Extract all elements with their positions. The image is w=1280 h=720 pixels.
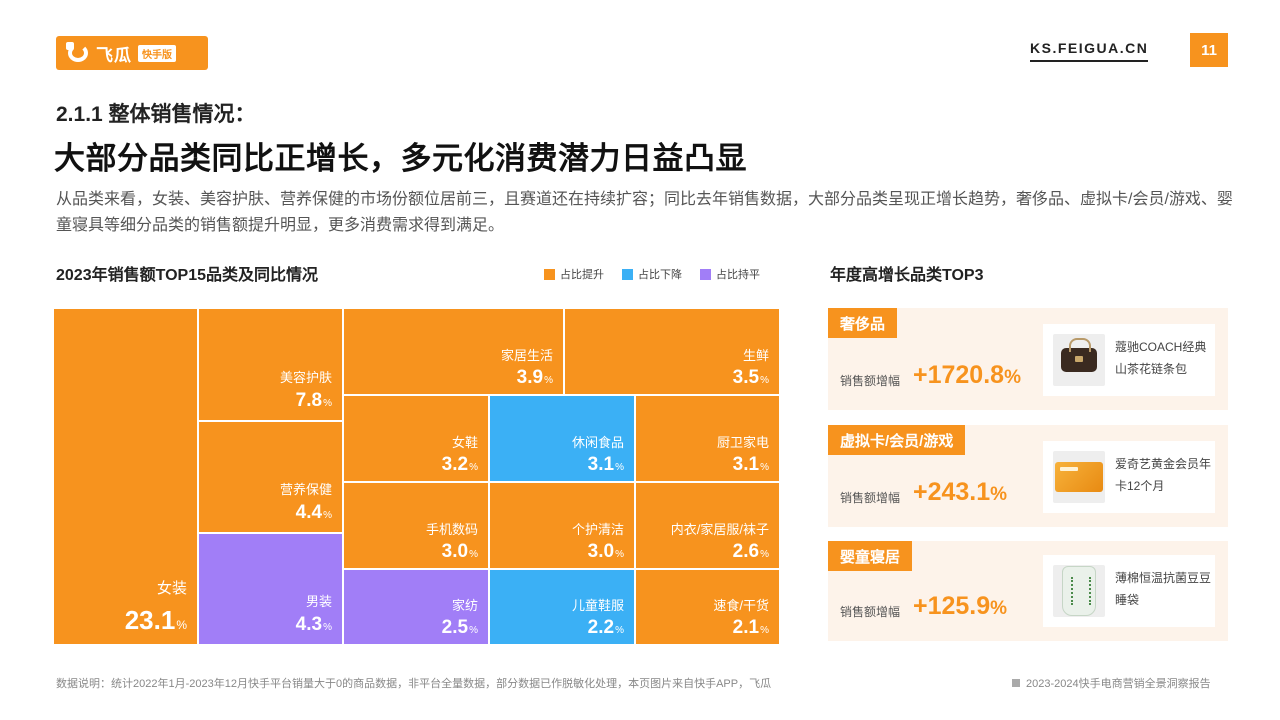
treemap-cell: 美容护肤 7.8% bbox=[198, 308, 343, 421]
membership-card-icon bbox=[1053, 451, 1105, 503]
logo-text: 飞瓜 bbox=[96, 45, 132, 65]
product-name: 薄棉恒温抗菌豆豆睡袋 bbox=[1115, 571, 1212, 607]
legend-label-flat: 占比持平 bbox=[716, 269, 760, 281]
legend-swatch-flat bbox=[700, 268, 711, 280]
report-name: 2023-2024快手电商营销全景洞察报告 bbox=[1012, 675, 1211, 691]
treemap-chart: 女装 23.1% 美容护肤 7.8% 营养保健 4.4% 男装 4.3% 家居生活 3.9% 生鲜 3… bbox=[53, 308, 780, 645]
product-card[interactable]: 蔻驰COACH经典山茶花链条包 bbox=[1043, 324, 1215, 396]
treemap-cell-label: 生鲜 bbox=[742, 348, 769, 363]
treemap-cell: 男装 4.3% bbox=[198, 533, 343, 645]
treemap-cell-label: 个护清洁 bbox=[571, 522, 624, 537]
chart-title: 2023年销售额TOP15品类及同比情况 bbox=[56, 267, 318, 284]
treemap-cell-label: 美容护肤 bbox=[279, 370, 332, 385]
product-card[interactable]: 爱奇艺黄金会员年卡12个月 bbox=[1043, 441, 1215, 513]
treemap-cell: 厨卫家电 3.1% bbox=[635, 395, 780, 482]
growth-unit: % bbox=[1004, 367, 1021, 388]
top3-title: 年度高增长品类TOP3 bbox=[830, 267, 984, 284]
metric-label: 销售额增幅 bbox=[840, 491, 901, 505]
treemap-cell-value: 2.5% bbox=[441, 617, 478, 638]
section-description: 从品类来看，女装、美容护肤、营养保健的市场份额位居前三，且赛道还在持续扩容；同比… bbox=[56, 191, 1233, 234]
treemap-cell: 家纺 2.5% bbox=[343, 569, 489, 645]
product-name: 爱奇艺黄金会员年卡12个月 bbox=[1115, 457, 1212, 493]
treemap-cell-value: 7.8% bbox=[295, 390, 332, 411]
treemap-cell: 内衣/家居服/袜子 2.6% bbox=[635, 482, 780, 569]
treemap-cell-label: 女装 bbox=[156, 580, 187, 597]
sleeping-bag-icon bbox=[1053, 565, 1105, 617]
treemap-cell-value: 3.0% bbox=[587, 541, 624, 562]
growth-number: +243.1 bbox=[913, 478, 991, 506]
top3-card-virtual: 虚拟卡/会员/游戏 销售额增幅 +243.1% 爱奇艺黄金会员年卡12个月 bbox=[828, 425, 1228, 527]
feigua-logo[interactable]: 飞瓜 快手版 bbox=[56, 36, 208, 70]
treemap-cell-label: 内衣/家居服/袜子 bbox=[670, 522, 769, 537]
growth-value: +243.1% bbox=[913, 478, 1007, 507]
legend-label-up: 占比提升 bbox=[560, 269, 604, 281]
treemap-cell-value: 2.2% bbox=[587, 617, 624, 638]
treemap-cell-value: 2.6% bbox=[732, 541, 769, 562]
growth-number: +125.9 bbox=[913, 592, 991, 620]
treemap-cell-value: 3.2% bbox=[441, 454, 478, 475]
growth-value: +125.9% bbox=[913, 592, 1007, 621]
treemap-cell-value: 3.0% bbox=[441, 541, 478, 562]
treemap-cell-label: 家居生活 bbox=[500, 348, 553, 363]
growth-number: +1720.8 bbox=[913, 361, 1005, 389]
treemap-cell: 速食/干货 2.1% bbox=[635, 569, 780, 645]
legend-item-down: 占比下降 bbox=[622, 266, 682, 282]
data-footnote: 数据说明：统计2022年1月-2023年12月快手平台销量大于0的商品数据，非平… bbox=[56, 678, 772, 690]
treemap-cell-label: 家纺 bbox=[451, 598, 478, 613]
treemap-cell-value: 23.1% bbox=[124, 605, 187, 635]
treemap-cell: 家居生活 3.9% bbox=[343, 308, 564, 395]
treemap-cell-value: 4.4% bbox=[295, 502, 332, 523]
category-tag: 虚拟卡/会员/游戏 bbox=[828, 425, 966, 455]
treemap-cell: 手机数码 3.0% bbox=[343, 482, 489, 569]
treemap-cell-label: 男装 bbox=[305, 594, 332, 609]
category-tag: 婴童寝居 bbox=[828, 541, 913, 571]
legend-swatch-down bbox=[622, 268, 633, 280]
treemap-cell: 儿童鞋服 2.2% bbox=[489, 569, 635, 645]
section-subtitle: 2.1.1 整体销售情况： bbox=[56, 103, 256, 126]
growth-value: +1720.8% bbox=[913, 361, 1021, 390]
treemap-cell: 女装 23.1% bbox=[53, 308, 198, 645]
treemap-cell-value: 3.1% bbox=[732, 454, 769, 475]
top3-card-baby: 婴童寝居 销售额增幅 +125.9% 薄棉恒温抗菌豆豆睡袋 bbox=[828, 541, 1228, 641]
top3-card-luxury: 奢侈品 销售额增幅 +1720.8% 蔻驰COACH经典山茶花链条包 bbox=[828, 308, 1228, 410]
treemap-cell: 个护清洁 3.0% bbox=[489, 482, 635, 569]
treemap-cell-label: 休闲食品 bbox=[571, 435, 624, 450]
treemap-cell: 生鲜 3.5% bbox=[564, 308, 780, 395]
treemap-cell-label: 女鞋 bbox=[451, 435, 478, 450]
treemap-cell-label: 营养保健 bbox=[279, 482, 332, 497]
metric-label: 销售额增幅 bbox=[840, 605, 901, 619]
report-label: 2023-2024快手电商营销全景洞察报告 bbox=[1026, 678, 1211, 690]
handbag-icon bbox=[1053, 334, 1105, 386]
treemap-cell: 女鞋 3.2% bbox=[343, 395, 489, 482]
treemap-cell-label: 手机数码 bbox=[425, 522, 478, 537]
metric-label: 销售额增幅 bbox=[840, 374, 901, 388]
page-title: 大部分品类同比正增长，多元化消费潜力日益凸显 bbox=[54, 141, 747, 176]
site-url[interactable]: KS.FEIGUA.CN bbox=[1030, 40, 1149, 62]
legend-label-down: 占比下降 bbox=[638, 269, 682, 281]
legend-swatch-up bbox=[544, 268, 555, 280]
legend-item-up: 占比提升 bbox=[544, 266, 604, 282]
treemap-cell: 休闲食品 3.1% bbox=[489, 395, 635, 482]
category-tag: 奢侈品 bbox=[828, 308, 898, 338]
growth-unit: % bbox=[990, 598, 1008, 619]
treemap-cell-label: 厨卫家电 bbox=[716, 435, 769, 450]
growth-unit: % bbox=[990, 484, 1008, 505]
product-name: 蔻驰COACH经典山茶花链条包 bbox=[1115, 340, 1207, 376]
chart-legend: 占比提升 占比下降 占比持平 bbox=[544, 266, 760, 282]
feigua-logo-icon bbox=[66, 42, 90, 64]
treemap-cell-label: 速食/干货 bbox=[713, 598, 769, 613]
treemap-cell-value: 3.1% bbox=[587, 454, 624, 475]
treemap-cell-value: 2.1% bbox=[732, 617, 769, 638]
logo-badge: 快手版 bbox=[138, 44, 176, 62]
treemap-cell-label: 儿童鞋服 bbox=[571, 598, 624, 613]
treemap-cell: 营养保健 4.4% bbox=[198, 421, 343, 533]
treemap-cell-value: 3.5% bbox=[732, 367, 769, 388]
legend-item-flat: 占比持平 bbox=[700, 266, 760, 282]
treemap-cell-value: 3.9% bbox=[516, 367, 553, 388]
report-square-icon bbox=[1012, 679, 1020, 687]
product-card[interactable]: 薄棉恒温抗菌豆豆睡袋 bbox=[1043, 555, 1215, 627]
treemap-cell-value: 4.3% bbox=[295, 614, 332, 635]
page-number: 11 bbox=[1190, 33, 1228, 67]
